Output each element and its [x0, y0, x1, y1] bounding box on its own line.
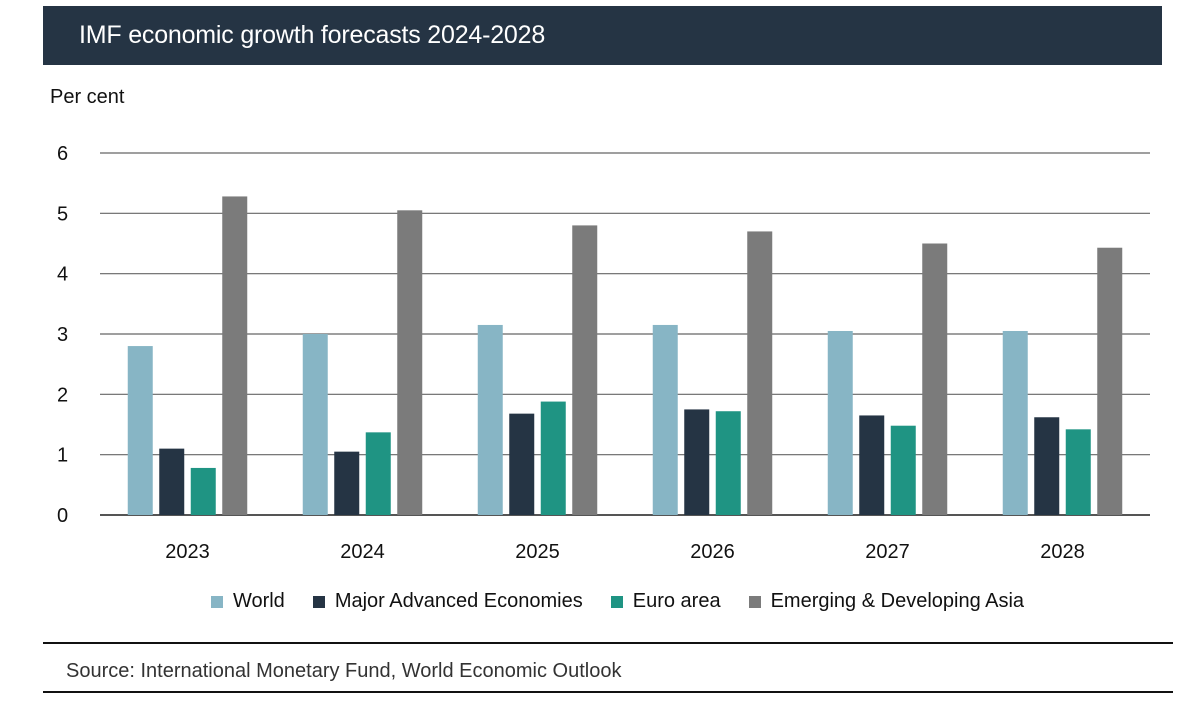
bar-emerging-developing-asia-2024	[397, 210, 423, 516]
source-note: Source: International Monetary Fund, Wor…	[66, 660, 622, 682]
bar-emerging-developing-asia-2023	[222, 196, 248, 515]
bar-euro-area-2027	[890, 425, 916, 515]
bar-world-2025	[477, 324, 503, 515]
x-tick-label: 2026	[690, 541, 735, 563]
y-tick-label: 1	[57, 445, 68, 467]
bar-euro-area-2028	[1065, 429, 1091, 515]
y-axis-unit-label: Per cent	[50, 86, 125, 108]
y-tick-label: 4	[57, 264, 68, 286]
y-tick-labels: 0 1 2 3 4 5 6	[57, 143, 68, 527]
top-divider	[43, 642, 1173, 644]
bar-euro-area-2025	[540, 401, 566, 515]
grid-lines	[100, 152, 1150, 516]
bar-major-advanced-economies-2027	[859, 415, 885, 515]
bar-euro-area-2024	[365, 432, 391, 515]
y-tick-label: 6	[57, 143, 68, 165]
bar-world-2023	[127, 346, 153, 515]
chart-header: IMF economic growth forecasts 2024-2028	[43, 6, 1162, 65]
bottom-divider	[43, 691, 1173, 693]
bar-major-advanced-economies-2024	[334, 451, 360, 515]
y-tick-label: 3	[57, 324, 68, 346]
legend-label-emerging-asia: Emerging & Developing Asia	[770, 590, 1025, 612]
legend-label-world: World	[232, 590, 285, 612]
x-tick-labels: 2023 2024 2025 2026 2027 2028	[165, 541, 1085, 563]
bar-euro-area-2023	[190, 467, 216, 515]
bar-major-advanced-economies-2025	[509, 413, 535, 515]
bar-major-advanced-economies-2026	[684, 409, 710, 515]
legend-item-emerging-asia: Emerging & Developing Asia	[748, 590, 1025, 613]
bar-world-2024	[302, 334, 328, 515]
bar-world-2027	[827, 330, 853, 515]
bar-euro-area-2026	[715, 411, 741, 515]
legend-item-world: World	[210, 590, 285, 613]
legend-swatch-major-advanced	[312, 595, 325, 608]
legend-label-euro-area: Euro area	[632, 590, 721, 612]
y-tick-label: 2	[57, 384, 68, 406]
bar-emerging-developing-asia-2027	[922, 243, 948, 515]
x-tick-label: 2027	[865, 541, 910, 563]
x-tick-label: 2023	[165, 541, 210, 563]
legend-swatch-emerging-asia	[748, 595, 761, 608]
y-tick-label: 5	[57, 203, 68, 225]
bar-major-advanced-economies-2023	[159, 448, 185, 515]
bar-major-advanced-economies-2028	[1034, 417, 1060, 515]
legend-item-euro-area: Euro area	[610, 590, 721, 613]
legend-swatch-euro-area	[610, 595, 623, 608]
bar-emerging-developing-asia-2026	[747, 231, 773, 515]
x-tick-label: 2024	[340, 541, 385, 563]
legend: World Major Advanced Economies Euro area…	[0, 590, 1200, 613]
x-tick-label: 2025	[515, 541, 560, 563]
bar-emerging-developing-asia-2025	[572, 225, 598, 515]
chart-title: IMF economic growth forecasts 2024-2028	[79, 21, 546, 49]
legend-label-major-advanced: Major Advanced Economies	[334, 590, 583, 612]
bar-world-2026	[652, 324, 678, 515]
bar-emerging-developing-asia-2028	[1097, 247, 1123, 515]
legend-swatch-world	[210, 595, 223, 608]
legend-item-major-advanced: Major Advanced Economies	[312, 590, 583, 613]
x-tick-label: 2028	[1040, 541, 1085, 563]
y-tick-label: 0	[57, 505, 68, 527]
bar-chart: 0 1 2 3 4 5 6 2023 2024 2025 2026 2027 2028	[57, 143, 1150, 563]
bar-marks	[127, 196, 1123, 516]
bar-world-2028	[1002, 330, 1028, 515]
